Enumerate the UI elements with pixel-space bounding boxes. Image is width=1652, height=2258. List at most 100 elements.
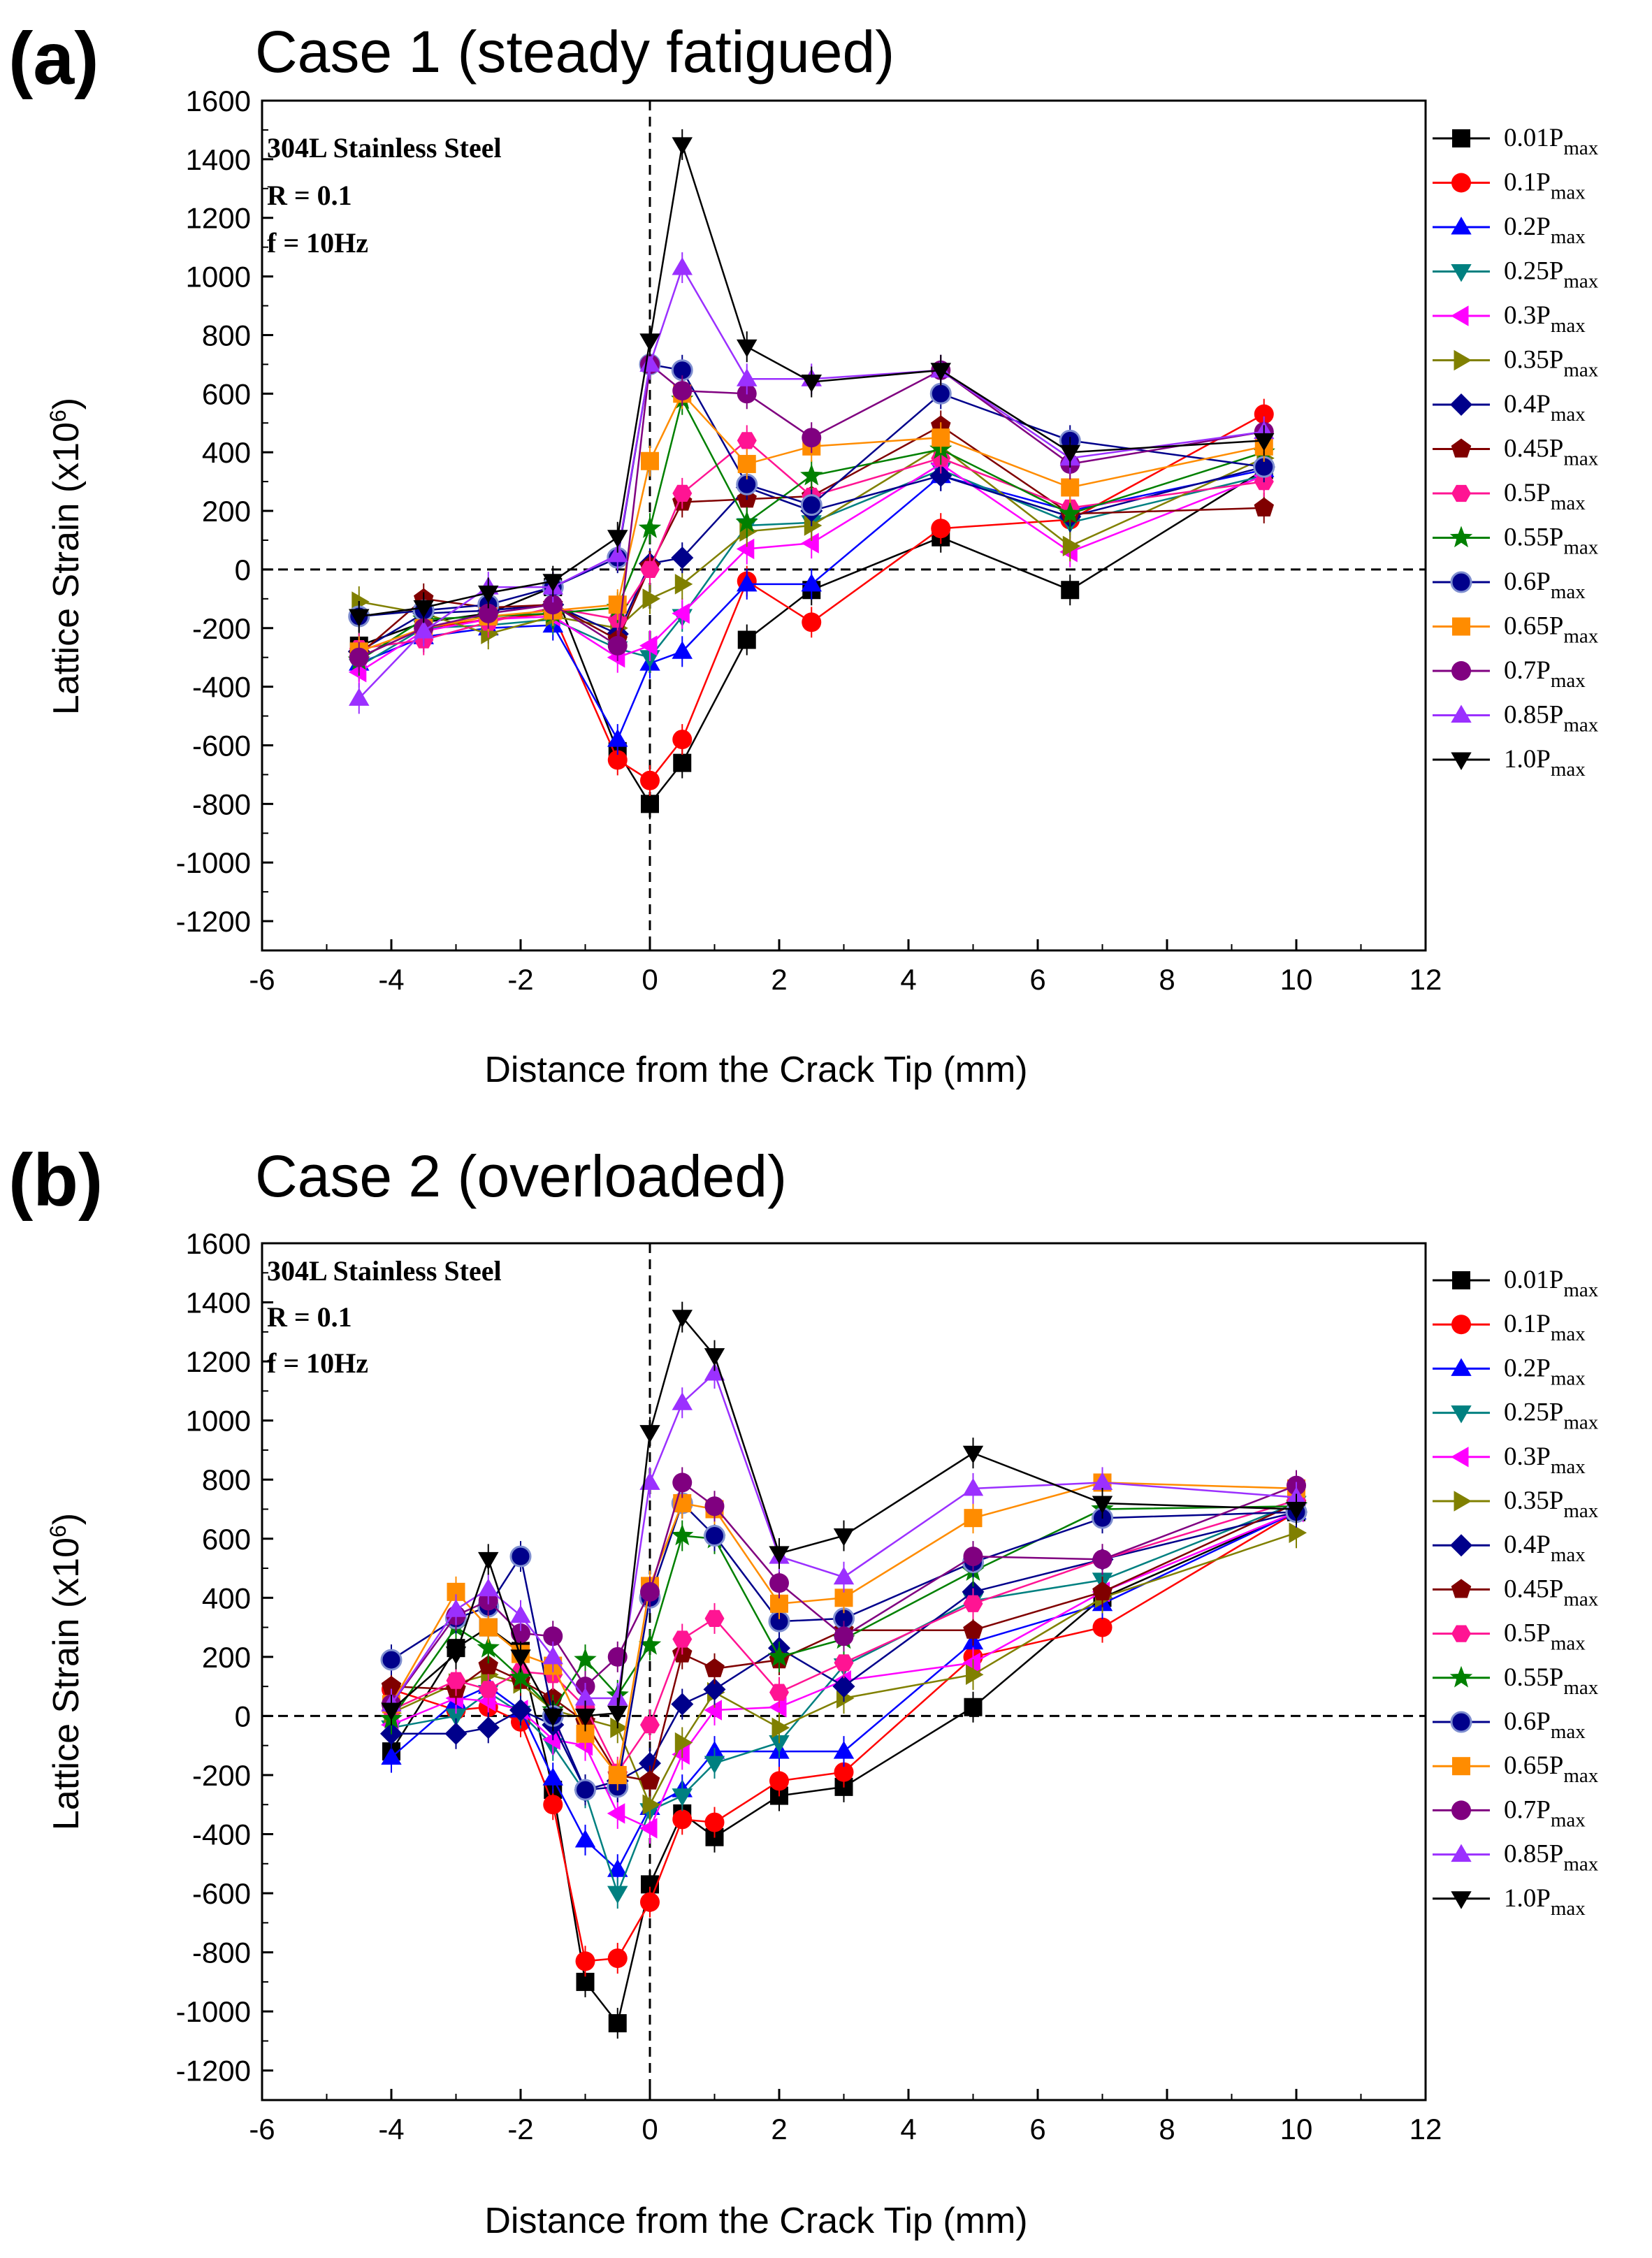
data-point [674, 1732, 693, 1753]
y-tick-label: 200 [202, 495, 251, 528]
legend-marker [1450, 393, 1472, 416]
legend-marker [1454, 1491, 1472, 1512]
y-tick-label: 1600 [186, 85, 251, 117]
legend-marker [1452, 1757, 1470, 1776]
data-point [1092, 1496, 1113, 1514]
x-tick-label: -2 [507, 2113, 533, 2145]
data-point [542, 574, 563, 592]
data-point [704, 1812, 725, 1832]
legend-marker [1451, 1844, 1472, 1862]
data-point [349, 688, 370, 706]
data-point [642, 1794, 660, 1815]
data-point [673, 753, 692, 772]
legend-item: 0.25Pmax [1433, 257, 1599, 293]
data-point [672, 1744, 690, 1765]
y-tick-label: 800 [202, 319, 251, 352]
y-tick-label: 1600 [186, 1227, 251, 1260]
data-point [607, 530, 628, 548]
data-point [607, 635, 628, 656]
legend-marker [1451, 173, 1471, 193]
y-tick-label: 1000 [186, 1405, 251, 1438]
y-tick-label: 200 [202, 1641, 251, 1674]
data-point [929, 382, 952, 405]
x-tick-label: 8 [1159, 963, 1175, 996]
legend-label: 0.1Pmax [1504, 1310, 1586, 1345]
series-line [358, 469, 1265, 741]
legend-marker [1450, 1534, 1472, 1557]
x-tick-label: 10 [1280, 2113, 1313, 2145]
data-point [445, 1708, 467, 1727]
legend-item: 0.55Pmax [1433, 1663, 1599, 1699]
data-point [478, 585, 499, 604]
y-tick-label: 1400 [186, 1287, 251, 1319]
data-point [381, 1676, 402, 1695]
data-point [672, 730, 693, 750]
data-point [964, 1698, 983, 1716]
data-point [478, 1578, 499, 1597]
data-point [932, 428, 950, 447]
data-point [672, 641, 693, 659]
legend: 0.01Pmax 0.1Pmax 0.2Pmax 0.25Pmax 0.3Pmax 0.3… [1433, 1266, 1599, 1920]
data-point [444, 1722, 468, 1745]
data-point [607, 1688, 628, 1706]
legend-item: 0.45Pmax [1433, 435, 1599, 470]
annotation-r-ratio: R = 0.1 [267, 180, 352, 211]
chart-title: Case 2 (overloaded) [255, 1143, 787, 1209]
data-point [607, 729, 628, 747]
data-series [379, 1301, 1308, 2039]
x-tick-label: 6 [1029, 2113, 1045, 2145]
y-tick-label: -600 [192, 1877, 251, 1910]
data-point [672, 1472, 693, 1493]
data-point [1092, 1549, 1113, 1570]
data-point [638, 516, 662, 538]
data-point [574, 1648, 597, 1670]
data-point [737, 630, 756, 649]
legend-marker [1452, 617, 1470, 636]
data-point [962, 1477, 984, 1496]
data-point [963, 1619, 983, 1639]
data-point [704, 1609, 725, 1627]
data-point [802, 428, 822, 448]
x-axis-title: Distance from the Crack Tip (mm) [484, 2201, 1027, 2241]
legend-label: 0.01Pmax [1504, 1266, 1599, 1301]
data-point [542, 1767, 563, 1786]
data-point [704, 1700, 722, 1721]
data-point [608, 2014, 627, 2033]
data-point [833, 1528, 855, 1547]
legend-marker [1451, 1625, 1471, 1642]
x-tick-label: 2 [771, 963, 787, 996]
data-point [962, 1652, 980, 1673]
data-point [672, 484, 693, 502]
data-point [639, 1425, 660, 1443]
legend-item: 0.4Pmax [1433, 1530, 1586, 1566]
legend-label: 0.25Pmax [1504, 257, 1599, 293]
panel-label: (b) [8, 1139, 103, 1222]
data-series [347, 129, 1275, 820]
legend-label: 0.5Pmax [1504, 1619, 1586, 1655]
data-point [608, 1765, 627, 1784]
data-point [767, 1644, 791, 1667]
legend-marker [1449, 526, 1473, 548]
legend-label: 1.0Pmax [1504, 745, 1586, 781]
series-1-0pmax [381, 1301, 1307, 1732]
data-point [511, 1623, 530, 1644]
legend-item: 0.2Pmax [1433, 1354, 1586, 1389]
y-tick-label: -600 [192, 729, 251, 762]
legend-item: 0.25Pmax [1433, 1398, 1599, 1434]
legend-item: 0.7Pmax [1433, 656, 1586, 692]
legend-label: 0.45Pmax [1504, 1575, 1599, 1610]
y-tick-label: 0 [235, 1700, 251, 1732]
y-tick-label: -1000 [176, 846, 251, 879]
legend-label: 0.2Pmax [1504, 1354, 1586, 1389]
data-point [1254, 497, 1274, 516]
legend-marker [1451, 264, 1472, 282]
data-point [672, 1310, 693, 1328]
data-point [542, 1708, 563, 1727]
data-point [607, 1803, 625, 1824]
data-point [672, 603, 690, 624]
annotation-frequency: f = 10Hz [267, 227, 368, 259]
y-tick-label: 400 [202, 436, 251, 469]
legend-marker [1452, 129, 1470, 147]
data-point [737, 573, 758, 592]
data-point [834, 1654, 854, 1672]
